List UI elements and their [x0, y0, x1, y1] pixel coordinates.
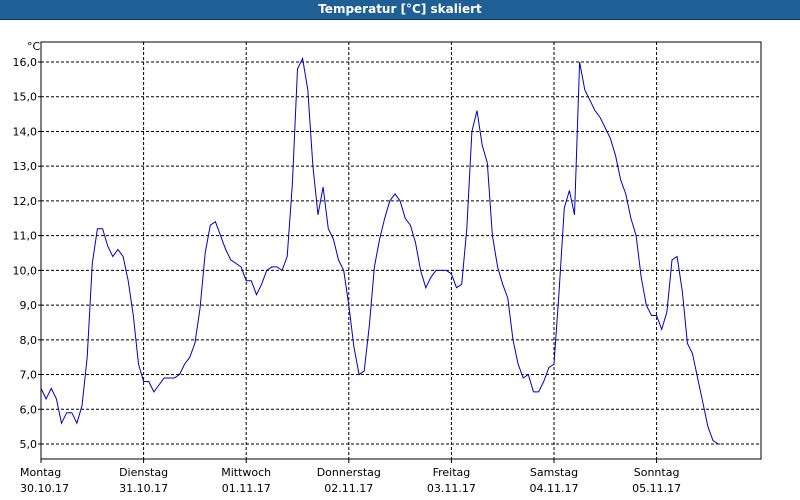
x-tick-day-label: Samstag	[530, 466, 578, 479]
y-axis-label: °C	[27, 40, 41, 53]
y-axis-ticks: 5,0 6,0 7,0 8,0 9,0 10,0 11,0 12,0 13,0 14,0 15,0 1…	[13, 56, 41, 451]
y-tick-label: 5,0	[20, 438, 38, 451]
y-tick-label: 15,0	[13, 91, 38, 104]
grid-lines	[41, 42, 761, 459]
x-tick-day-label: Mittwoch	[221, 466, 271, 479]
x-tick-date-label: 01.11.17	[222, 482, 271, 495]
x-tick-date-label: 04.11.17	[530, 482, 579, 495]
y-tick-label: 8,0	[20, 334, 38, 347]
y-tick-label: 16,0	[13, 56, 38, 69]
y-tick-label: 6,0	[20, 403, 38, 416]
x-tick-day-label: Sonntag	[634, 466, 680, 479]
chart-title-bar: Temperatur [°C] skaliert	[0, 0, 800, 20]
x-tick-day-label: Freitag	[433, 466, 471, 479]
x-tick-date-label: 30.10.17	[20, 482, 69, 495]
y-tick-label: 12,0	[13, 195, 38, 208]
y-tick-label: 14,0	[13, 125, 38, 138]
x-tick-date-label: 31.10.17	[119, 482, 168, 495]
temperature-series-line	[40, 56, 721, 445]
x-tick-day-label: Dienstag	[119, 466, 168, 479]
chart-title: Temperatur [°C] skaliert	[318, 2, 482, 16]
y-tick-label: 10,0	[13, 264, 38, 277]
y-tick-label: 7,0	[20, 369, 38, 382]
x-tick-day-label: Montag	[20, 466, 61, 479]
y-tick-label: 11,0	[13, 230, 38, 243]
x-tick-date-label: 02.11.17	[324, 482, 373, 495]
x-tick-day-label: Donnerstag	[317, 466, 381, 479]
x-tick-date-label: 03.11.17	[427, 482, 476, 495]
y-tick-label: 13,0	[13, 160, 38, 173]
plot-frame	[40, 41, 762, 460]
temperature-chart: 5,0 6,0 7,0 8,0 9,0 10,0 11,0 12,0 13,0 14,0 15,0 1…	[13, 40, 762, 495]
x-axis-ticks: Montag 30.10.17 Dienstag 31.10.17 Mittwoch 01…	[20, 459, 681, 495]
y-tick-label: 9,0	[20, 299, 38, 312]
x-tick-date-label: 05.11.17	[632, 482, 681, 495]
